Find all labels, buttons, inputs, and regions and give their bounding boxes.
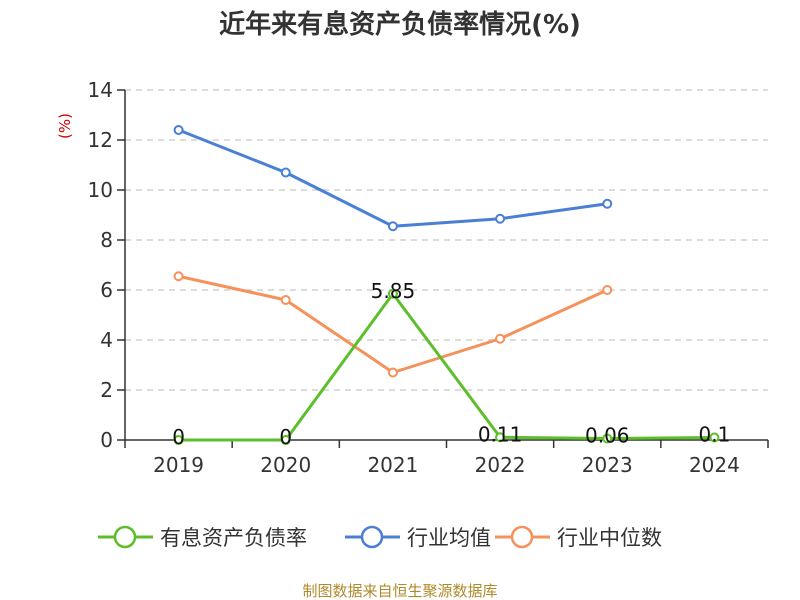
y-tick-label: 4: [100, 328, 113, 352]
legend-label: 行业中位数: [557, 526, 662, 550]
y-tick-label: 10: [88, 178, 113, 202]
data-point[interactable]: [280, 435, 291, 445]
data-point[interactable]: [387, 367, 398, 378]
legend-marker: [360, 525, 384, 549]
series-line-0: [178, 292, 715, 442]
data-label: 5.85: [371, 279, 416, 303]
data-point[interactable]: [280, 295, 291, 305]
x-tick-label: 2021: [367, 453, 418, 477]
legend-marker: [113, 525, 137, 549]
data-point[interactable]: [602, 433, 613, 444]
data-point[interactable]: [495, 333, 506, 344]
data-label: 0.11: [478, 422, 523, 446]
data-point[interactable]: [173, 435, 184, 445]
data-point[interactable]: [602, 198, 613, 209]
y-tick-label: 8: [100, 228, 113, 252]
x-tick-label: 2023: [582, 453, 633, 477]
x-tick-label: 2024: [689, 453, 740, 477]
data-point[interactable]: [709, 432, 720, 443]
data-point[interactable]: [173, 125, 184, 135]
y-tick-label: 12: [88, 128, 113, 152]
x-tick-label: 2020: [260, 453, 311, 477]
legend-item-2[interactable]: 行业中位数: [495, 525, 662, 550]
series-line-1: [178, 128, 608, 228]
x-tick-label: 2022: [475, 453, 526, 477]
chart-title: 近年来有息资产负债率情况(%): [219, 9, 581, 40]
data-point[interactable]: [387, 221, 398, 232]
x-tick-label: 2019: [153, 453, 204, 477]
legend-label: 行业均值: [407, 526, 491, 550]
y-tick-label: 0: [100, 428, 113, 452]
data-point[interactable]: [280, 167, 291, 178]
data-point[interactable]: [495, 213, 506, 224]
series-lines: [173, 125, 720, 445]
data-point[interactable]: [173, 271, 184, 282]
y-tick-label: 6: [100, 278, 113, 302]
data-labels: 0 0 5.85 0.11 0.06 0.1: [172, 279, 730, 449]
legend-item-1[interactable]: 行业均值: [345, 525, 491, 550]
data-label: 0: [172, 425, 185, 449]
data-point[interactable]: [387, 288, 398, 299]
legend-label: 有息资产负债率: [160, 526, 307, 550]
y-axis-unit-label: (%): [56, 113, 74, 139]
data-label: 0: [279, 425, 292, 449]
data-point[interactable]: [602, 285, 613, 295]
data-point[interactable]: [495, 432, 506, 443]
source-note: 制图数据来自恒生聚源数据库: [302, 582, 497, 600]
legend-item-0[interactable]: 有息资产负债率: [98, 525, 307, 550]
grid-lines: [125, 89, 768, 391]
legend: 有息资产负债率 行业均值 行业中位数: [98, 525, 662, 550]
y-tick-label: 14: [88, 78, 113, 102]
y-tick-label: 2: [100, 378, 113, 402]
data-label: 0.06: [585, 424, 630, 448]
data-label: 0.1: [699, 423, 731, 447]
legend-marker: [510, 525, 534, 549]
